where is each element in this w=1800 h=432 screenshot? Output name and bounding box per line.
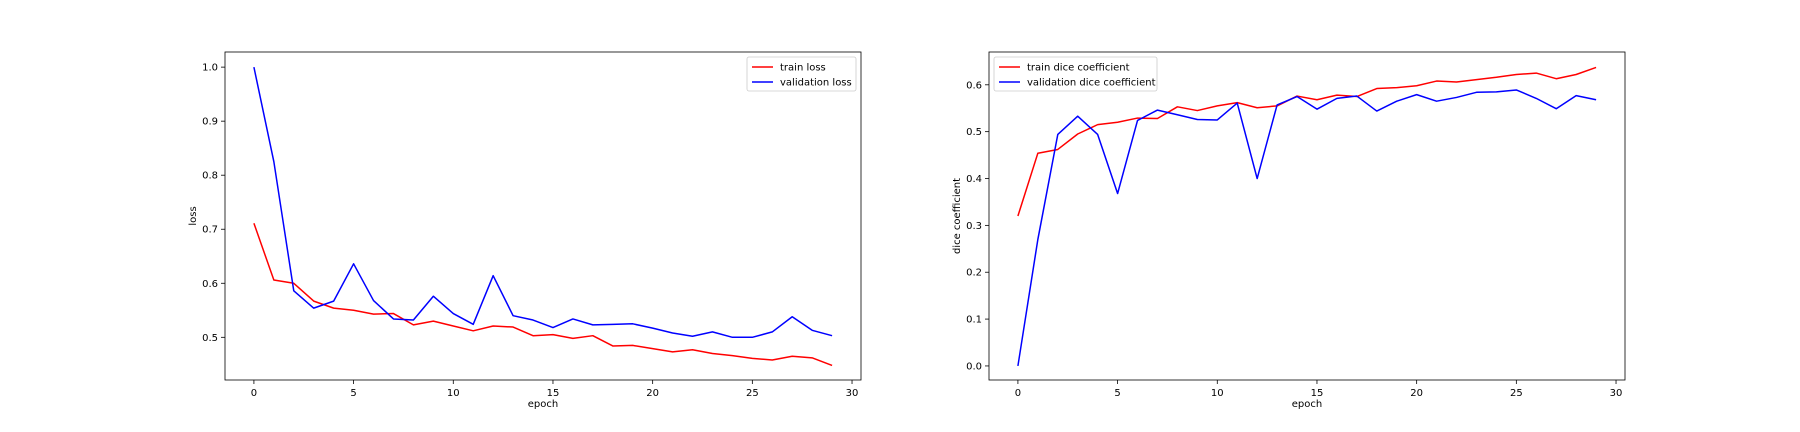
dice-x-tick-label: 20: [1410, 388, 1423, 399]
dice-x-tick-label: 15: [1311, 388, 1324, 399]
loss-x-tick-label: 30: [846, 388, 859, 399]
dice-series-line-train: [1017, 66, 1597, 217]
dice-y-tick-label: 0.1: [966, 315, 982, 326]
dice-x-tick-label: 5: [1114, 388, 1120, 399]
loss-axes-frame: [224, 51, 862, 381]
dice-y-axis-label: dice coefficient: [952, 178, 963, 254]
dice-x-tick-label: 10: [1211, 388, 1224, 399]
loss-x-tick-label: 20: [646, 388, 659, 399]
dice-y-tick-label: 0.4: [966, 174, 982, 185]
loss-series-line-validation: [253, 66, 833, 339]
loss-plot-area: 0 5 10 15 20 25 30 0.5 0.6 0.7 0.8 0.9 1.0 train loss…: [202, 51, 862, 399]
dice-plot-area: 0 5 10 15 20 25 30 0.0 0.1 0.2 0.3 0.4 0.5 0.6 train d…: [966, 51, 1626, 399]
dice-y-tick-label: 0.2: [966, 268, 982, 279]
loss-series-line-train: [253, 223, 833, 367]
dice-x-tick-label: 30: [1610, 388, 1623, 399]
loss-chart: 0 5 10 15 20 25 30 0.5 0.6 0.7 0.8 0.9 1.0 train loss…: [188, 51, 862, 410]
dice-legend: train dice coefficient validation dice co…: [993, 56, 1158, 92]
loss-y-axis-label: loss: [188, 206, 199, 225]
dice-chart: 0 5 10 15 20 25 30 0.0 0.1 0.2 0.3 0.4 0.5 0.6 train d…: [952, 51, 1626, 410]
dice-legend-label: train dice coefficient: [1027, 63, 1130, 74]
loss-legend: train loss validation loss: [746, 56, 857, 92]
dice-y-tick-label: 0.3: [966, 221, 982, 232]
dice-x-axis-label: epoch: [1292, 399, 1322, 410]
loss-legend-label: train loss: [780, 63, 826, 74]
loss-y-tick-label: 0.6: [202, 279, 218, 290]
loss-x-tick-label: 10: [447, 388, 460, 399]
loss-x-tick-label: 25: [746, 388, 759, 399]
loss-y-tick-label: 0.8: [202, 171, 218, 182]
dice-axes-frame: [988, 51, 1626, 381]
dice-series-line-validation: [1017, 89, 1597, 367]
dice-legend-box: [993, 56, 1158, 92]
loss-y-tick-label: 0.7: [202, 225, 218, 236]
loss-y-tick-label: 1.0: [202, 63, 218, 74]
loss-x-tick-label: 15: [547, 388, 560, 399]
dice-y-tick-label: 0.5: [966, 127, 982, 138]
dice-y-tick-label: 0.0: [966, 361, 982, 372]
loss-y-tick-label: 0.9: [202, 117, 218, 128]
loss-y-tick-label: 0.5: [202, 333, 218, 344]
dice-y-tick-label: 0.6: [966, 80, 982, 91]
dice-x-tick-label: 0: [1015, 388, 1021, 399]
loss-x-tick-label: 0: [251, 388, 257, 399]
loss-legend-box: [746, 56, 857, 92]
loss-x-axis-label: epoch: [528, 399, 558, 410]
dice-legend-label: validation dice coefficient: [1027, 78, 1156, 89]
loss-x-tick-label: 5: [350, 388, 356, 399]
dice-x-tick-label: 25: [1510, 388, 1523, 399]
loss-legend-label: validation loss: [780, 78, 852, 89]
